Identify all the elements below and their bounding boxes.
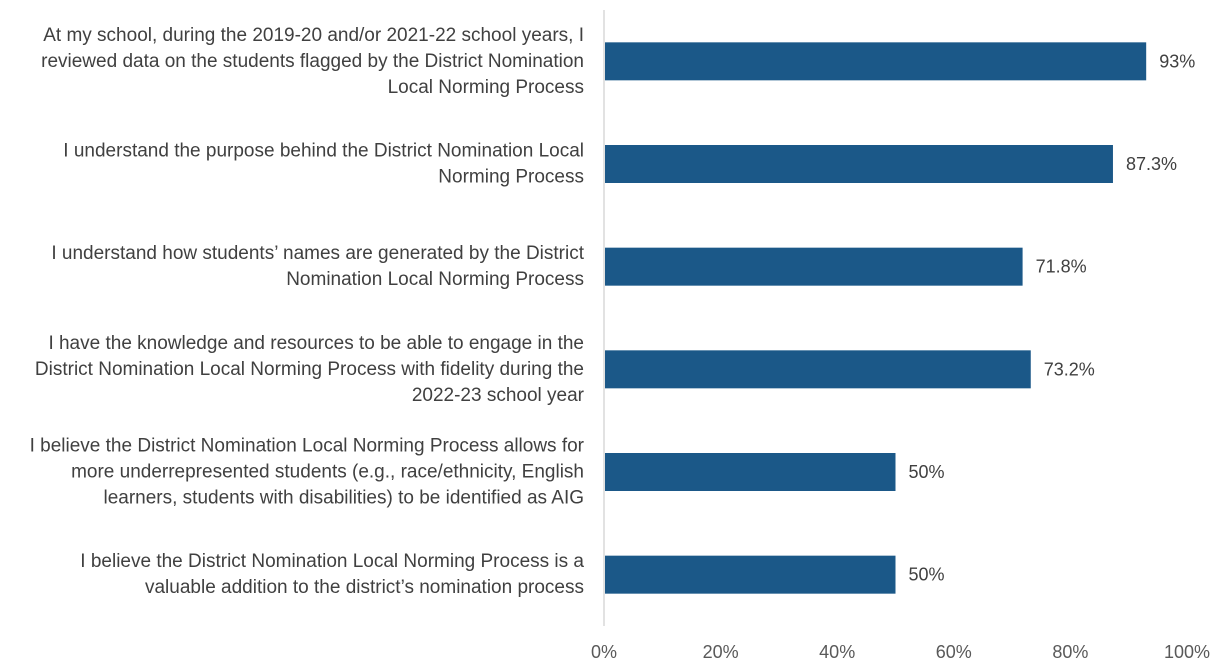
data-label-3: 71.8%: [1036, 257, 1087, 277]
data-label-5: 50%: [909, 462, 945, 482]
data-labels: 93% 87.3% 71.8% 73.2% 50% 50%: [909, 51, 1196, 584]
bar-5: [605, 453, 896, 491]
bar-2: [605, 145, 1113, 183]
bar-3: [605, 247, 1023, 286]
category-labels: At my school, during the 2019-20 and/or …: [30, 25, 585, 598]
bar-4: [605, 350, 1031, 389]
category-label-line: 2022-23 school year: [412, 385, 585, 406]
bar-6: [605, 555, 896, 594]
x-tick-label-20: 20%: [703, 642, 739, 662]
category-label-line: Local Norming Process: [388, 77, 584, 98]
category-label-line: Norming Process: [438, 167, 584, 188]
category-label-line: valuable addition to the district’s nomi…: [145, 577, 584, 598]
category-label-6: I believe the District Nomination Local …: [80, 551, 584, 598]
data-label-4: 73.2%: [1044, 359, 1095, 379]
category-label-line: I understand the purpose behind the Dist…: [63, 141, 584, 162]
x-tick-label-80: 80%: [1052, 642, 1088, 662]
data-label-1: 93%: [1159, 51, 1195, 71]
category-label-5: I believe the District Nomination Local …: [30, 436, 585, 509]
category-label-2: I understand the purpose behind the Dist…: [63, 141, 584, 188]
category-label-line: reviewed data on the students flagged by…: [41, 51, 584, 72]
category-label-3: I understand how students’ names are gen…: [51, 243, 584, 290]
category-label-4: I have the knowledge and resources to be…: [35, 333, 585, 406]
category-label-line: Nomination Local Norming Process: [286, 269, 584, 290]
bars: [605, 42, 1147, 594]
bar-1: [605, 42, 1147, 81]
x-tick-label-60: 60%: [936, 642, 972, 662]
x-tick-label-0: 0%: [591, 642, 617, 662]
category-label-line: District Nomination Local Norming Proces…: [35, 359, 584, 380]
data-label-2: 87.3%: [1126, 154, 1177, 174]
category-label-line: I understand how students’ names are gen…: [51, 243, 584, 264]
x-tick-label-40: 40%: [819, 642, 855, 662]
category-label-line: learners, students with disabilities) to…: [103, 488, 584, 509]
category-label-line: I believe the District Nomination Local …: [30, 436, 585, 457]
data-label-6: 50%: [909, 565, 945, 585]
category-label-line: more underrepresented students (e.g., ra…: [71, 462, 584, 483]
x-tick-label-100: 100%: [1164, 642, 1210, 662]
category-label-line: I believe the District Nomination Local …: [80, 551, 584, 572]
category-label-1: At my school, during the 2019-20 and/or …: [41, 25, 584, 98]
x-axis-tick-labels: 0% 20% 40% 60% 80% 100%: [591, 642, 1210, 662]
category-label-line: I have the knowledge and resources to be…: [48, 333, 584, 354]
category-label-line: At my school, during the 2019-20 and/or …: [43, 25, 584, 46]
